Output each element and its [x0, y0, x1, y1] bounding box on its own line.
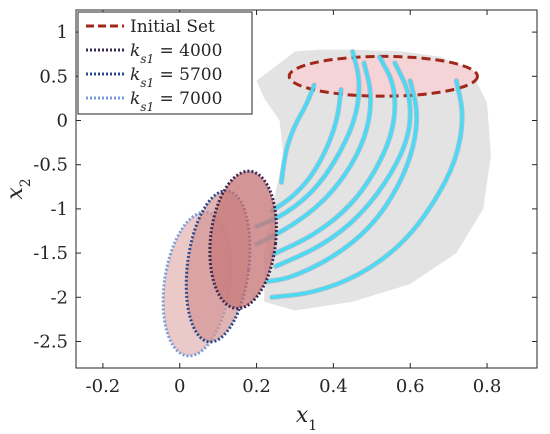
y-tick-label: -2.5 [33, 331, 68, 352]
y-tick-label: -0.5 [33, 155, 68, 176]
x-axis-label: x1 [296, 403, 317, 434]
final-set-group [161, 169, 278, 358]
trajectory-6 [274, 61, 412, 268]
y-tick-label: 0.5 [39, 66, 68, 87]
x-tick-label: 0.4 [319, 376, 348, 397]
initial-set [287, 54, 479, 98]
y-tick-label: 1 [57, 22, 68, 43]
x-tick-label: -0.2 [86, 376, 121, 397]
x-tick-label: 0.6 [396, 376, 425, 397]
axes-group: -0.2 0 0.2 0.4 0.6 0.8 -2.5 -2 -1.5 -1 -0.5 0 0.5 1 [33, 10, 537, 397]
trajectory-group [254, 49, 465, 300]
legend-label-1: Initial Set [130, 17, 215, 37]
x-tick-label: 0.2 [242, 376, 271, 397]
trajectory-8 [270, 79, 464, 299]
plot-frame [75, 9, 538, 369]
trajectory-4 [255, 61, 373, 246]
legend-label-3: ks1 = 5700 [130, 65, 222, 90]
y-tick-label: -1.5 [33, 243, 68, 264]
x-tick-label: 0 [174, 376, 185, 397]
legend-label-2: ks1 = 4000 [130, 41, 222, 66]
final-set-1 [208, 169, 278, 310]
trajectory-5 [270, 55, 397, 257]
trajectory-3 [255, 50, 361, 229]
trajectory-2 [270, 88, 343, 213]
x-tick-label: 0.8 [473, 376, 502, 397]
y-tick-label: 0 [57, 110, 68, 131]
y-tick-label: -1 [50, 199, 68, 220]
trajectory-1 [280, 83, 316, 184]
legend-label-4: ks1 = 7000 [130, 89, 222, 114]
y-tick-label: -2 [50, 287, 68, 308]
y-axis-label: x2 [3, 178, 34, 199]
trajectory-7 [266, 79, 419, 283]
